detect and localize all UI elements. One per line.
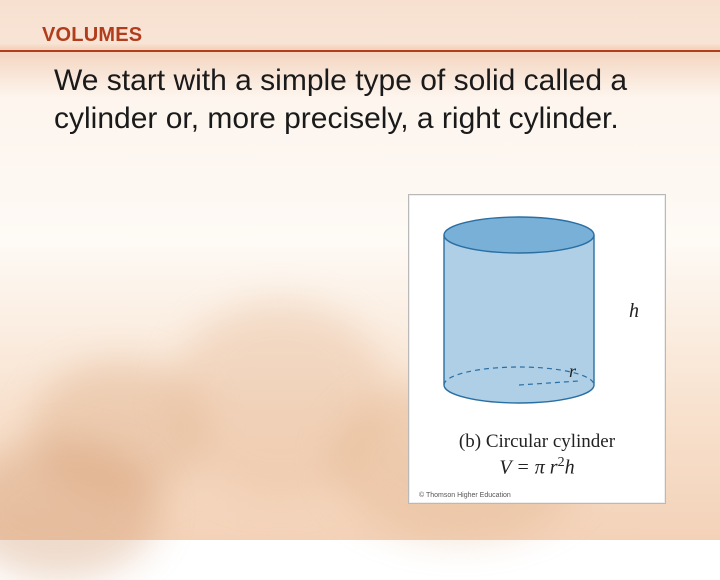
section-title: VOLUMES: [42, 24, 142, 47]
caption-label: Circular cylinder: [486, 431, 615, 452]
slide-body-text: We start with a simple type of solid cal…: [54, 62, 654, 139]
cylinder-diagram: h r: [419, 205, 655, 425]
figure-copyright: © Thomson Higher Education: [419, 492, 511, 499]
figure-cylinder: h r (b) Circular cylinder V = π r2h © Th…: [408, 194, 666, 504]
figure-caption: (b) Circular cylinder: [409, 431, 665, 453]
caption-prefix: (b): [459, 431, 481, 452]
slide: VOLUMES We start with a simple type of s…: [0, 0, 720, 540]
label-h: h: [629, 300, 639, 322]
figure-formula: V = π r2h: [409, 455, 665, 480]
label-r: r: [569, 361, 577, 381]
header-rule: [0, 50, 720, 52]
